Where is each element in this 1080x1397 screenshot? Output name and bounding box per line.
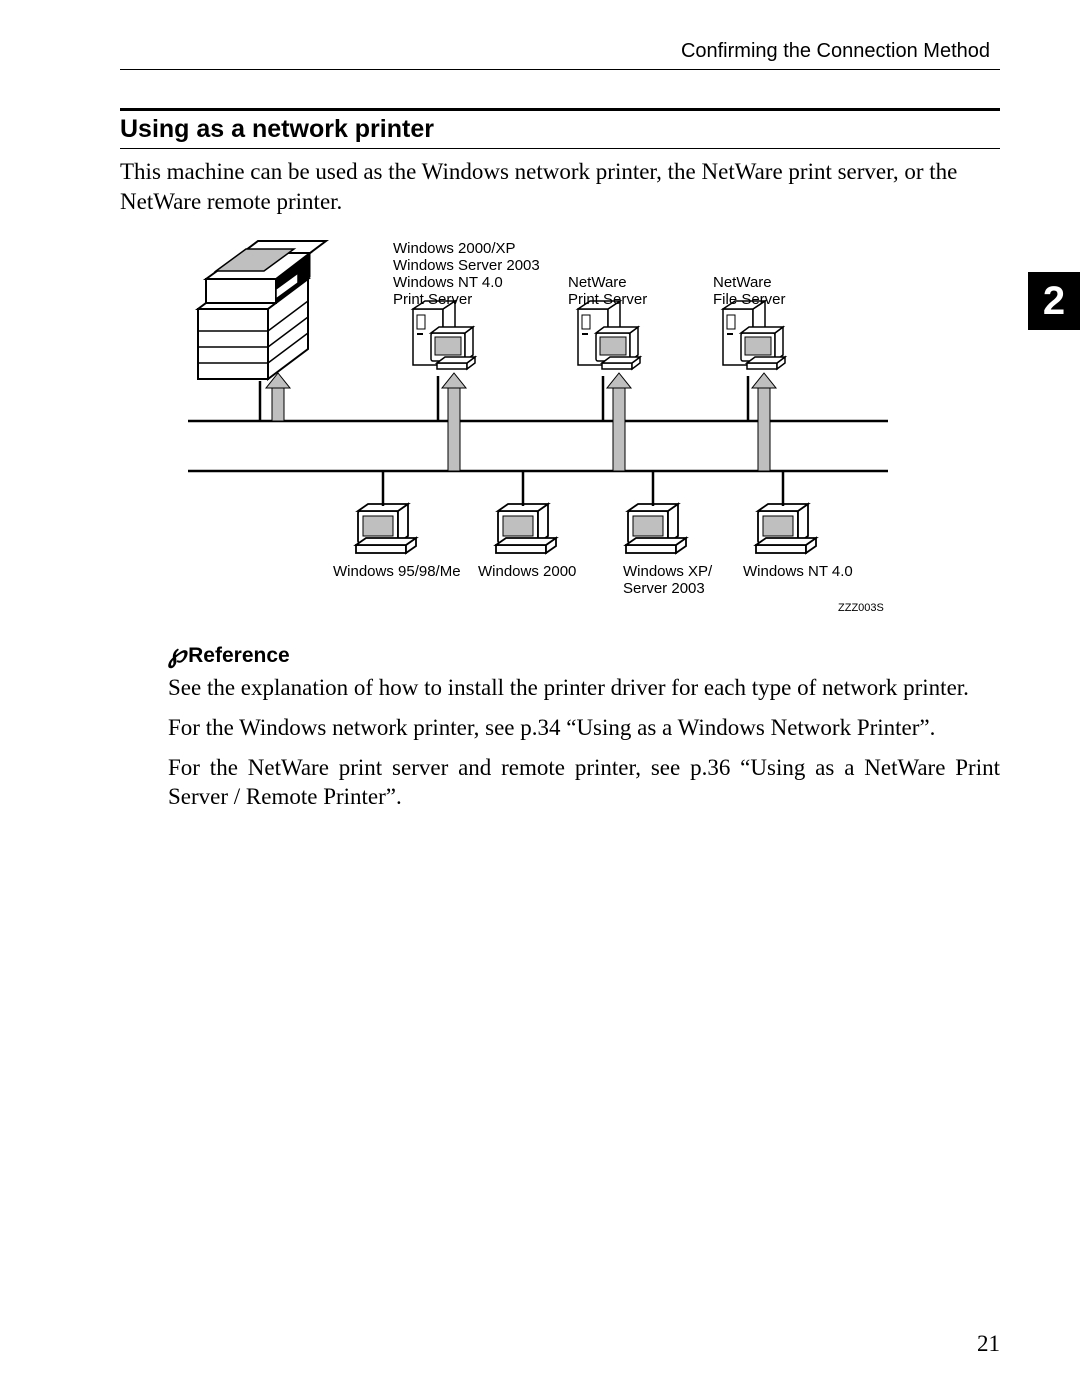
- label-netware-ps-l2: Print Server: [568, 291, 647, 308]
- network-diagram: Windows 2000/XP Windows Server 2003 Wind…: [168, 231, 1000, 621]
- label-winserver-l4: Print Server: [393, 291, 472, 308]
- label-netware-ps-l1: NetWare: [568, 274, 627, 291]
- label-winserver-l3: Windows NT 4.0: [393, 274, 503, 291]
- page-number: 21: [977, 1331, 1000, 1357]
- label-winserver-l1: Windows 2000/XP: [393, 240, 516, 257]
- reference-p1: See the explanation of how to install th…: [168, 673, 1000, 703]
- label-netware-fs-l2: File Server: [713, 291, 786, 308]
- reference-heading-text: Reference: [188, 644, 290, 667]
- label-client-1: Windows 95/98/Me: [333, 563, 461, 580]
- label-client-3-l2: Server 2003: [623, 580, 705, 597]
- reference-heading: ℘Reference: [168, 639, 1000, 669]
- reference-p2: For the Windows network printer, see p.3…: [168, 713, 1000, 743]
- reference-p3: For the NetWare print server and remote …: [168, 753, 1000, 813]
- section-rule-thick: [120, 108, 1000, 111]
- label-client-3-l1: Windows XP/: [623, 563, 713, 580]
- diagram-code: ZZZ003S: [838, 602, 884, 614]
- intro-paragraph: This machine can be used as the Windows …: [120, 157, 1000, 217]
- header-rule: [120, 69, 1000, 70]
- label-netware-fs-l1: NetWare: [713, 274, 772, 291]
- label-client-4: Windows NT 4.0: [743, 563, 853, 580]
- section-rule-thin: [120, 148, 1000, 149]
- running-head: Confirming the Connection Method: [120, 40, 1000, 63]
- section-title: Using as a network printer: [120, 115, 1000, 144]
- reference-icon: ℘: [168, 639, 186, 668]
- label-winserver-l2: Windows Server 2003: [393, 257, 540, 274]
- chapter-tab: 2: [1028, 272, 1080, 330]
- label-client-2: Windows 2000: [478, 563, 576, 580]
